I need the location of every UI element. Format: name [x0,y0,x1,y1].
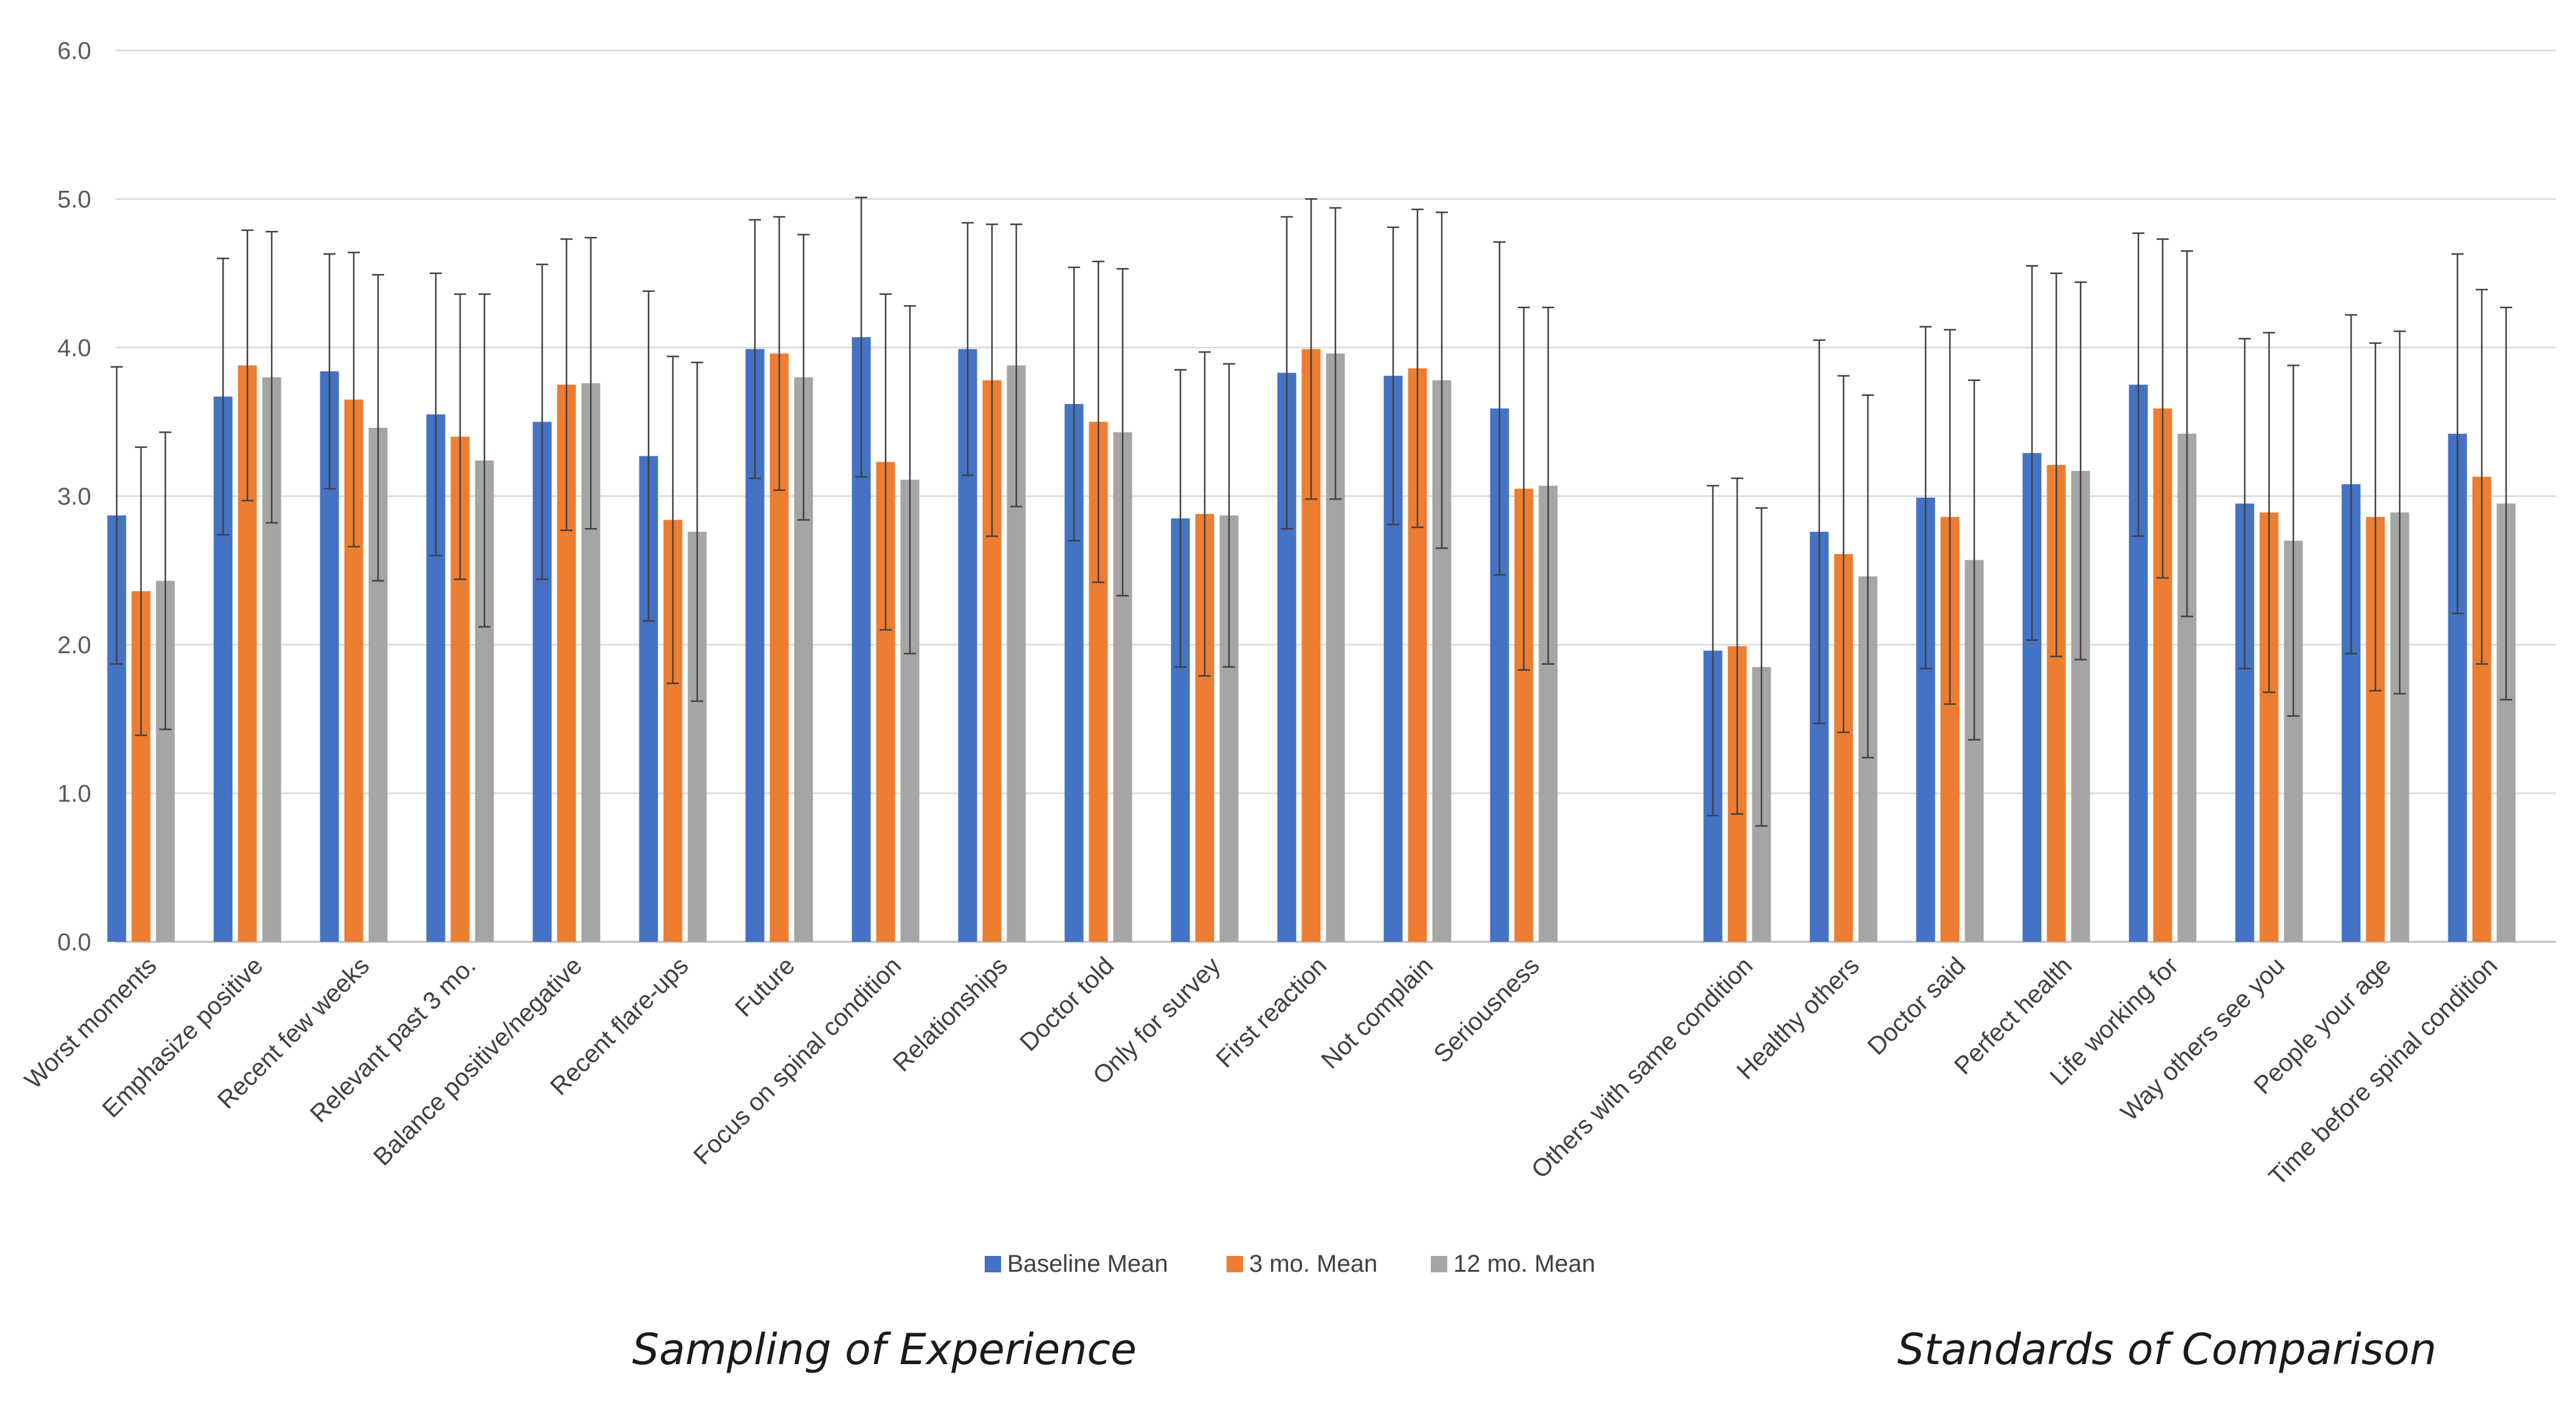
error-bars [111,196,2512,827]
legend-label: Baseline Mean [1007,1250,1168,1277]
y-axis-ticks: 0.0 1.0 2.0 3.0 4.0 5.0 6.0 [57,38,91,956]
x-tick-label: Doctor told [1014,952,1120,1057]
y-tick-label: 0.0 [57,929,91,956]
x-tick-label: Not complain [1316,952,1439,1074]
y-tick-label: 6.0 [57,38,91,64]
y-tick-label: 5.0 [57,187,91,213]
x-tick-label: Future [729,952,800,1022]
legend-swatch [985,1256,1001,1272]
x-tick-label: Focus on spinal condition [688,952,907,1170]
legend-swatch [1431,1256,1447,1272]
y-tick-label: 4.0 [57,335,91,362]
legend: Baseline Mean 3 mo. Mean 12 mo. Mean [985,1250,1595,1277]
y-tick-label: 2.0 [57,632,91,659]
x-tick-label: Doctor said [1862,952,1971,1060]
x-tick-label: First reaction [1210,952,1332,1073]
legend-label: 12 mo. Mean [1453,1250,1595,1277]
group-title-sampling: Sampling of Experience [632,1325,1137,1374]
legend-label: 3 mo. Mean [1249,1250,1377,1277]
legend-swatch [1227,1256,1243,1272]
y-tick-label: 3.0 [57,484,91,510]
x-tick-label: Relationships [887,952,1013,1077]
x-tick-label: Time before spinal condition [2263,952,2502,1191]
x-tick-label: Seriousness [1428,952,1545,1068]
x-tick-label: Balance positive/negative [368,952,587,1171]
y-tick-label: 1.0 [57,781,91,808]
group-title-standards: Standards of Comparison [1897,1325,2437,1374]
x-tick-label: Others with same condition [1526,952,1758,1184]
